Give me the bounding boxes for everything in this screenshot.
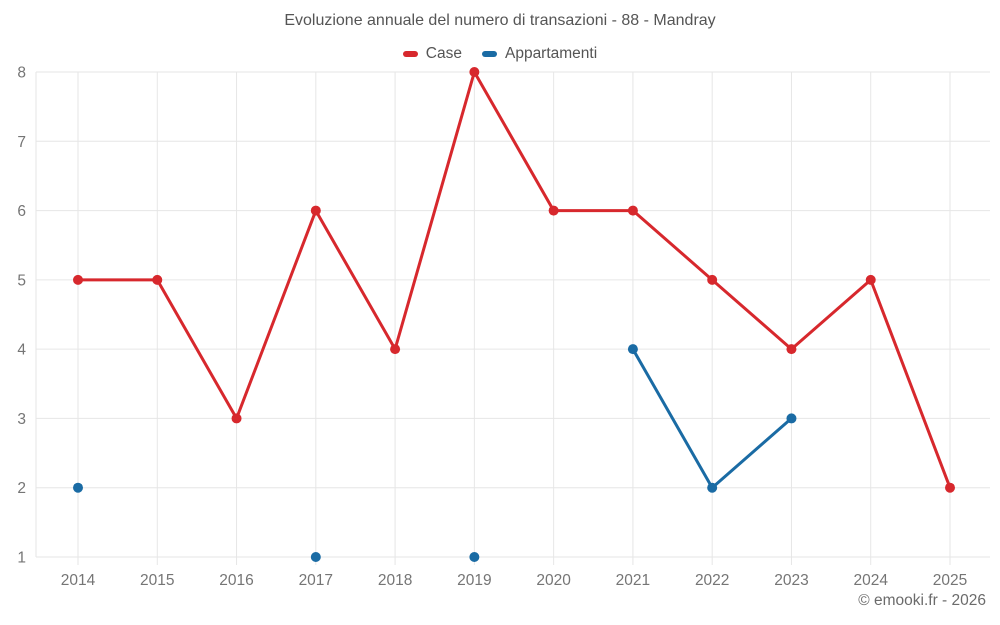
x-axis-tick-label: 2017	[299, 572, 333, 589]
chart-legend: Case Appartamenti	[0, 45, 1000, 63]
data-point-case-2020[interactable]	[548, 205, 559, 216]
y-axis-tick-label: 6	[17, 203, 26, 220]
data-point-case-2019[interactable]	[469, 67, 480, 77]
data-point-case-2016[interactable]	[231, 413, 242, 424]
data-point-case-2024[interactable]	[865, 274, 876, 285]
x-axis-tick-label: 2023	[774, 572, 808, 589]
y-axis-labels: 1 2 3 4 5 6 7 8	[17, 65, 26, 567]
legend-item-case[interactable]: Case	[402, 45, 462, 63]
legend-swatch-case-icon	[402, 51, 418, 57]
data-point-appartamenti-2017[interactable]	[310, 552, 321, 562]
x-axis-tick-label: 2014	[61, 572, 96, 589]
data-point-appartamenti-2014[interactable]	[73, 482, 83, 493]
chart-title: Evoluzione annuale del numero di transaz…	[284, 12, 716, 29]
x-axis-tick-label: 2019	[457, 572, 491, 589]
y-axis-tick-label: 5	[17, 272, 26, 289]
series-case	[73, 67, 955, 493]
y-axis-tick-label: 2	[17, 480, 26, 497]
data-point-case-2021[interactable]	[627, 205, 638, 216]
data-point-case-2015[interactable]	[152, 274, 163, 285]
y-axis-tick-label: 3	[17, 411, 26, 428]
y-axis-tick-label: 4	[17, 342, 26, 359]
data-point-case-2022[interactable]	[707, 274, 718, 285]
x-axis-tick-label: 2015	[140, 572, 174, 589]
data-point-case-2018[interactable]	[390, 344, 401, 355]
data-point-case-2023[interactable]	[786, 344, 797, 355]
legend-item-appartamenti[interactable]: Appartamenti	[481, 45, 598, 63]
legend-label-case: Case	[425, 45, 462, 62]
x-axis-tick-label: 2022	[695, 572, 729, 589]
data-point-appartamenti-2023[interactable]	[786, 413, 797, 424]
data-point-case-2025[interactable]	[945, 482, 955, 493]
data-point-appartamenti-2021[interactable]	[627, 344, 638, 355]
y-axis-tick-label: 7	[17, 134, 26, 151]
footer-credit: © emooki.fr - 2026	[858, 592, 986, 609]
series-line-case	[76, 70, 952, 490]
legend-label-appartamenti: Appartamenti	[504, 45, 598, 62]
x-axis-tick-label: 2025	[933, 572, 967, 589]
data-point-appartamenti-2019[interactable]	[469, 552, 480, 562]
data-point-case-2014[interactable]	[73, 274, 83, 285]
x-axis-tick-label: 2018	[378, 572, 412, 589]
x-axis-tick-label: 2016	[219, 572, 253, 589]
data-point-case-2017[interactable]	[310, 205, 321, 216]
y-axis-tick-label: 8	[17, 65, 26, 82]
series-appartamenti	[73, 344, 797, 562]
x-axis-tick-label: 2024	[853, 572, 888, 589]
x-axis-tick-label: 2021	[616, 572, 650, 589]
y-axis-tick-label: 1	[17, 550, 26, 567]
gridlines	[35, 71, 990, 565]
data-point-appartamenti-2022[interactable]	[707, 482, 718, 493]
x-axis-tick-label: 2020	[536, 572, 571, 589]
x-axis-labels: 2014 2015 2016 2017 2018 2019 2020 2021 2022 2023…	[61, 572, 967, 589]
legend-swatch-appartamenti-icon	[481, 51, 497, 57]
